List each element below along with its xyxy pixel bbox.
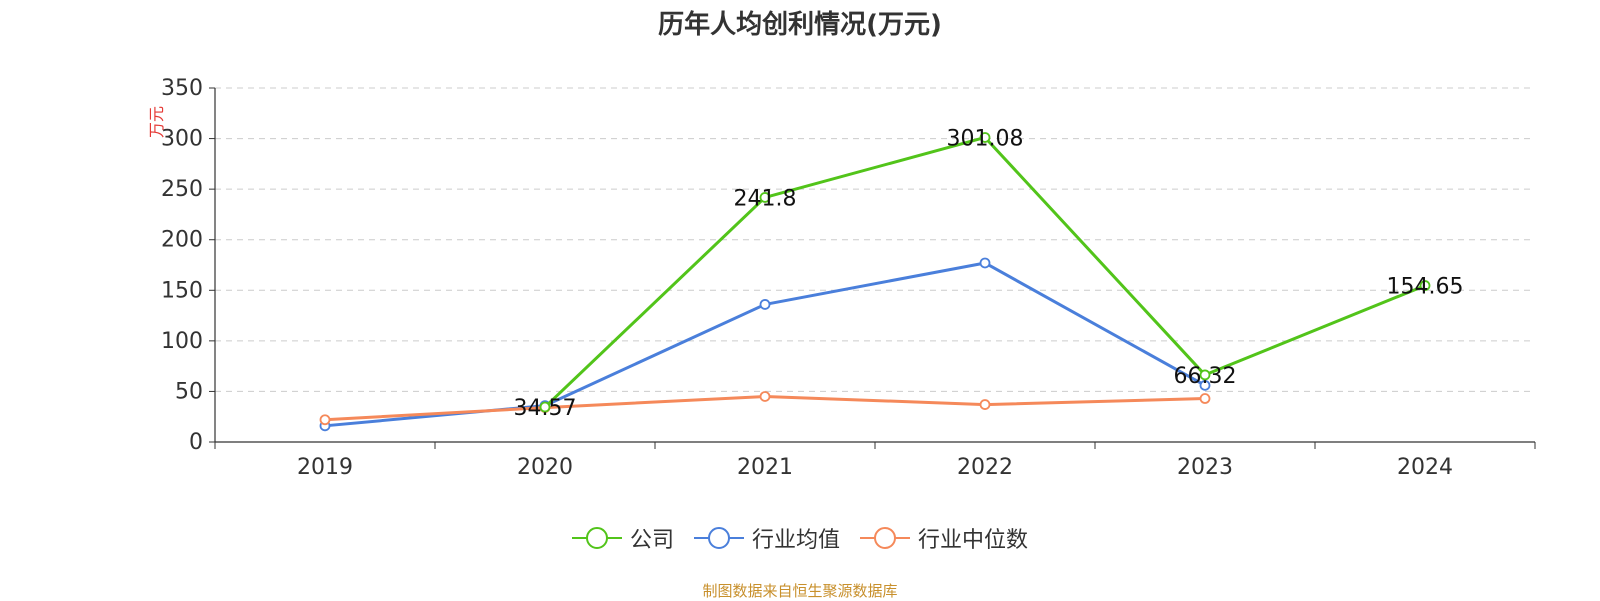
data-point [1199, 379, 1211, 391]
y-tick-label: 350 [161, 76, 203, 101]
data-point [1419, 280, 1431, 291]
data-point [759, 192, 771, 203]
data-point [1199, 369, 1211, 381]
legend-item[interactable]: 行业中位数 [860, 522, 1028, 554]
line-chart: 0 50 100 150 200 250 300 350 2019 2020 2021 2022 202… [147, 76, 1536, 480]
x-tick-label: 2024 [1397, 455, 1453, 480]
legend-label: 公司 [629, 528, 674, 553]
legend-item[interactable]: 公司 [571, 522, 674, 554]
x-tick-label: 2022 [957, 455, 1013, 480]
data-point [979, 132, 991, 143]
legend-label: 行业中位数 [918, 528, 1029, 553]
y-tick-label: 200 [161, 228, 203, 253]
legend-label: 行业均值 [751, 528, 840, 553]
data-point [319, 414, 331, 426]
data-point [759, 391, 771, 402]
chart-title: 历年人均创利情况(万元) [658, 10, 942, 40]
data-label: 66.32 [1174, 364, 1237, 389]
y-tick-label: 250 [161, 177, 203, 202]
y-tick-label: 300 [161, 127, 203, 152]
data-label: 301.08 [947, 126, 1024, 151]
data-label: 154.65 [1387, 275, 1464, 300]
data-label: 34.57 [514, 396, 577, 421]
series-line [543, 135, 1426, 409]
y-tick-label: 100 [161, 329, 203, 354]
x-tick-label: 2021 [737, 455, 793, 480]
data-point [759, 299, 771, 310]
legend-line-circle-icon [693, 527, 744, 549]
legend-line-circle-icon [571, 527, 622, 549]
legend-line-circle-icon [860, 527, 910, 549]
y-tick-label: 150 [161, 278, 203, 303]
data-point [979, 257, 991, 269]
data-point [1199, 393, 1211, 404]
legend-item[interactable]: 行业均值 [693, 522, 840, 554]
source-note: 制图数据来自恒生聚源数据库 [702, 582, 898, 600]
chart-legend: 公司 行业均值 行业中位数 [0, 522, 1600, 555]
x-tick-label: 2020 [517, 455, 573, 480]
y-axis-label: 万元 [147, 106, 166, 138]
y-tick-label: 0 [189, 430, 203, 455]
x-tick-label: 2019 [297, 455, 353, 480]
data-point [979, 399, 991, 410]
data-point [539, 401, 551, 413]
data-label: 241.8 [734, 186, 797, 211]
y-tick-label: 50 [175, 379, 203, 404]
x-tick-label: 2023 [1177, 455, 1233, 480]
